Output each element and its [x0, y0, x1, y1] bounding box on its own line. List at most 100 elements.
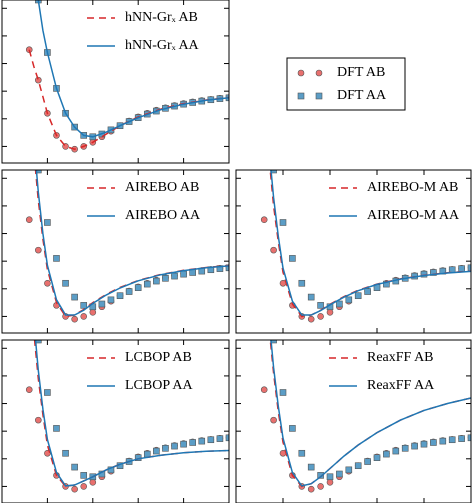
dft-point — [98, 300, 106, 308]
axes-frame — [1, 339, 230, 503]
dft-point — [25, 386, 33, 394]
dft-point — [225, 264, 229, 272]
dft-point — [298, 449, 306, 457]
legend-marker — [297, 92, 305, 100]
legend-marker — [315, 92, 323, 100]
dft-point — [270, 246, 277, 254]
dft-point — [270, 416, 277, 424]
dft-point — [317, 483, 324, 490]
dft-point — [143, 280, 151, 288]
legend-label: hNN-Grₓ AB — [125, 10, 198, 25]
dft-point — [71, 293, 78, 301]
dft-point — [62, 449, 69, 457]
dft-point — [326, 308, 334, 316]
dft-point — [116, 292, 124, 300]
dft-point — [35, 76, 42, 84]
legend-label: AIREBO-M AA — [367, 208, 460, 223]
legend-label: LCBOP AA — [125, 378, 193, 393]
legend-label: hNN-Grₓ AA — [125, 38, 200, 53]
curve — [34, 170, 229, 318]
dft-point — [430, 269, 437, 276]
axes-frame — [235, 339, 472, 503]
dft-point — [458, 265, 465, 272]
dft-point — [44, 279, 51, 287]
curve — [34, 340, 229, 487]
dft-point — [162, 444, 169, 452]
dft-point — [26, 92, 32, 98]
dft-point — [261, 92, 267, 98]
dft-point — [336, 300, 343, 308]
legend-label: AIREBO AB — [125, 180, 199, 195]
dft-point — [289, 425, 296, 432]
dft-point — [153, 447, 160, 455]
legend-label: LCBOP AB — [125, 350, 192, 365]
dft-point — [53, 425, 60, 432]
dft-point — [392, 447, 400, 455]
dft-point — [180, 270, 187, 278]
curve — [270, 170, 471, 316]
dft-point — [143, 450, 151, 458]
legend-marker — [297, 69, 305, 77]
dft-point — [71, 485, 78, 493]
legend-label: AIREBO AA — [125, 208, 201, 223]
dft-point — [171, 272, 178, 280]
dft-point — [279, 389, 287, 396]
dft-point — [162, 274, 169, 282]
legend-marker — [315, 69, 323, 77]
dft-point — [336, 470, 343, 478]
dft-point — [373, 454, 381, 461]
plot-area — [260, 92, 471, 323]
curve — [270, 340, 471, 487]
dft-point — [35, 246, 42, 254]
dft-point — [383, 450, 390, 458]
dft-point — [35, 416, 42, 424]
legend-label: ReaxFF AA — [367, 378, 435, 393]
dft-point — [216, 435, 224, 442]
dft-point — [307, 315, 315, 323]
dft-point — [430, 439, 437, 446]
dft-point — [260, 386, 268, 394]
dft-point — [401, 444, 409, 452]
dft-point — [354, 292, 362, 300]
dft-point — [44, 219, 51, 226]
plot-area — [260, 340, 471, 493]
dft-point — [80, 313, 88, 320]
dft-point — [279, 219, 287, 226]
dft-point — [71, 463, 78, 471]
dft-point — [25, 216, 33, 224]
dft-point — [448, 436, 456, 444]
dft-point — [180, 440, 187, 448]
dft-point — [298, 279, 306, 287]
dft-point — [317, 472, 324, 479]
dft-point — [189, 439, 196, 446]
dft-point — [307, 463, 315, 471]
dft-point — [80, 472, 88, 479]
dft-point — [260, 216, 268, 224]
dft-point — [107, 296, 115, 304]
dft-point — [345, 466, 353, 474]
dft-point — [439, 437, 447, 445]
axes-frame — [1, 0, 230, 164]
dft-point — [270, 340, 277, 344]
dft-point — [307, 485, 315, 493]
axes-frame — [235, 169, 472, 334]
dft-point — [44, 389, 51, 396]
legend-label: ReaxFF AB — [367, 350, 434, 365]
dft-point — [383, 280, 390, 288]
dft-point — [134, 284, 142, 291]
dft-point — [125, 288, 133, 295]
dft-point — [207, 436, 215, 444]
dft-point — [270, 170, 277, 174]
curve — [35, 170, 229, 316]
dft-point — [35, 340, 42, 344]
dft-point — [420, 270, 428, 278]
legend-label: DFT AB — [337, 65, 385, 80]
plot-area — [25, 0, 229, 153]
dft-point — [364, 458, 371, 465]
plot-area — [25, 340, 229, 493]
dft-point — [420, 440, 428, 448]
dft-point — [317, 313, 324, 320]
dft-point — [80, 483, 88, 490]
curve — [37, 0, 229, 138]
